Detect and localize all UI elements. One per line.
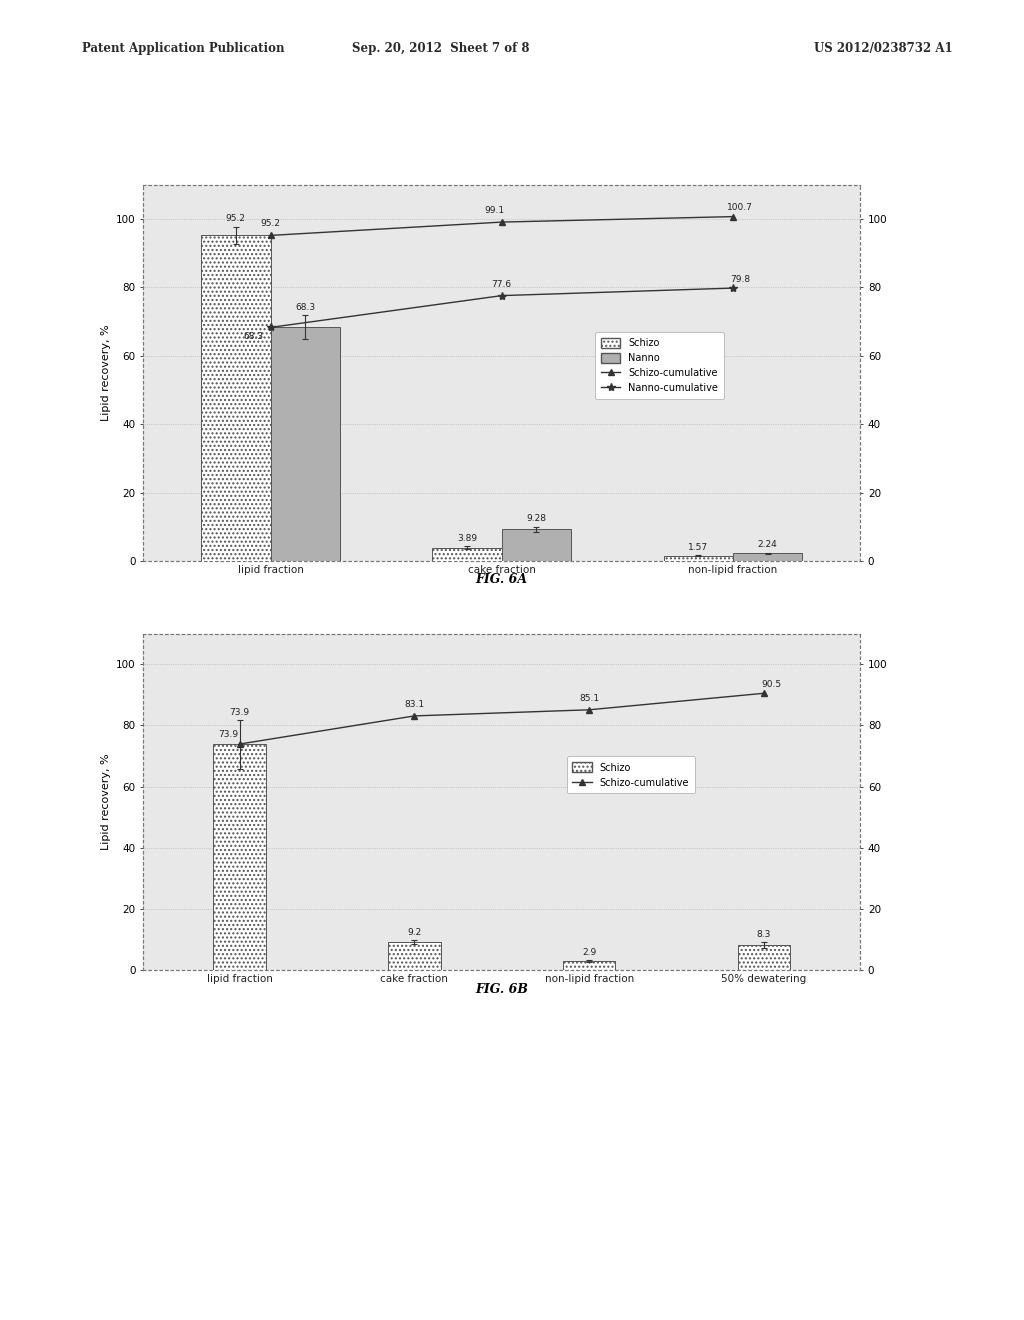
- Text: 2.9: 2.9: [582, 948, 596, 957]
- Text: 77.6: 77.6: [492, 280, 512, 289]
- Text: Patent Application Publication: Patent Application Publication: [82, 42, 285, 55]
- Text: 9.2: 9.2: [408, 928, 422, 937]
- Text: 73.9: 73.9: [229, 708, 250, 717]
- Text: 9.28: 9.28: [526, 515, 547, 524]
- Text: 90.5: 90.5: [761, 680, 781, 689]
- Text: FIG. 6B: FIG. 6B: [475, 982, 528, 995]
- Bar: [737, 945, 791, 970]
- Text: 79.8: 79.8: [730, 275, 750, 284]
- Text: 2.24: 2.24: [758, 540, 777, 549]
- Y-axis label: Lipid recovery, %: Lipid recovery, %: [100, 754, 111, 850]
- Bar: [213, 744, 266, 970]
- Text: 85.1: 85.1: [580, 694, 599, 702]
- Text: 95.2: 95.2: [226, 214, 246, 223]
- Bar: [563, 961, 615, 970]
- Text: 99.1: 99.1: [484, 206, 505, 215]
- Legend: Schizo, Nanno, Schizo-cumulative, Nanno-cumulative: Schizo, Nanno, Schizo-cumulative, Nanno-…: [595, 331, 724, 399]
- Bar: [388, 942, 440, 970]
- Text: US 2012/0238732 A1: US 2012/0238732 A1: [814, 42, 952, 55]
- Bar: [270, 327, 340, 561]
- Text: 100.7: 100.7: [727, 203, 753, 213]
- Text: 83.1: 83.1: [404, 700, 424, 709]
- Text: FIG. 6A: FIG. 6A: [476, 573, 527, 586]
- Text: 95.2: 95.2: [260, 219, 281, 228]
- Bar: [664, 556, 733, 561]
- Y-axis label: Lipid recovery, %: Lipid recovery, %: [100, 325, 111, 421]
- Legend: Schizo, Schizo-cumulative: Schizo, Schizo-cumulative: [566, 756, 695, 793]
- Text: 3.89: 3.89: [457, 533, 477, 543]
- Text: Sep. 20, 2012  Sheet 7 of 8: Sep. 20, 2012 Sheet 7 of 8: [351, 42, 529, 55]
- Text: 73.9: 73.9: [218, 730, 239, 738]
- Bar: [502, 529, 571, 561]
- Bar: [201, 235, 270, 561]
- Bar: [733, 553, 803, 561]
- Bar: [432, 548, 502, 561]
- Text: 1.57: 1.57: [688, 543, 709, 552]
- Text: 68.3: 68.3: [244, 333, 264, 342]
- Text: 8.3: 8.3: [757, 931, 771, 939]
- Text: 68.3: 68.3: [295, 304, 315, 312]
